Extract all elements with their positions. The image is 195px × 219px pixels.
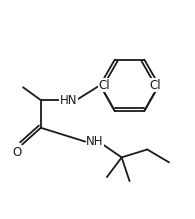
Text: Cl: Cl (98, 79, 110, 92)
Text: Cl: Cl (149, 79, 161, 92)
Text: HN: HN (60, 94, 77, 107)
Text: NH: NH (86, 135, 104, 148)
Text: O: O (12, 146, 22, 159)
Text: Cl: Cl (149, 79, 161, 92)
Text: Cl: Cl (98, 79, 110, 92)
Text: HN: HN (60, 94, 77, 107)
Text: O: O (12, 146, 22, 159)
Text: NH: NH (86, 135, 104, 148)
